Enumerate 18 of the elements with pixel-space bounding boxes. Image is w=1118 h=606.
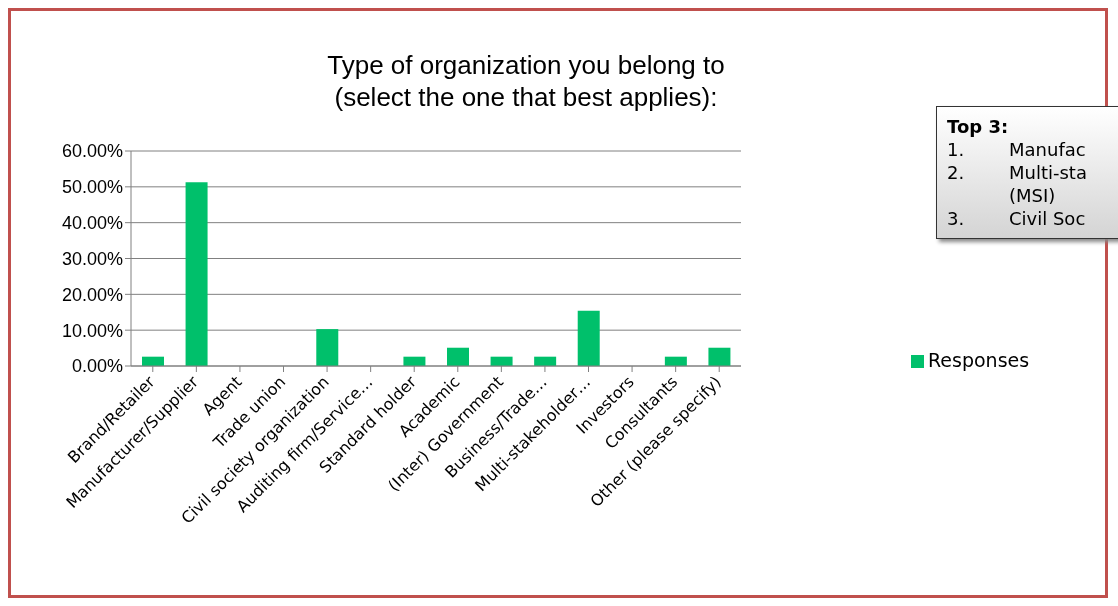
bar — [708, 347, 731, 366]
y-tick-label: 40.00% — [61, 213, 123, 234]
y-tick-label: 50.00% — [61, 177, 123, 198]
text: 1. Manufac — [947, 139, 1086, 160]
text: Top 3: — [947, 115, 1010, 138]
bar — [447, 347, 469, 366]
text: 2. Multi-sta (MSI) — [947, 162, 1087, 206]
bar — [185, 182, 208, 366]
y-tick-label: 60.00% — [61, 141, 123, 162]
chart-title: Type of organization you belong to (select the one that best applies): — [326, 49, 726, 113]
y-tick-label: 10.00% — [61, 320, 123, 341]
legend-label: Responses — [928, 349, 1030, 371]
text: 3. Civil Soc — [947, 208, 1086, 229]
bar — [577, 310, 600, 366]
bar — [316, 329, 339, 366]
y-tick-label: 30.00% — [61, 248, 123, 269]
y-tick-label: 20.00% — [61, 284, 123, 305]
y-tick-label: 0.00% — [71, 356, 123, 377]
